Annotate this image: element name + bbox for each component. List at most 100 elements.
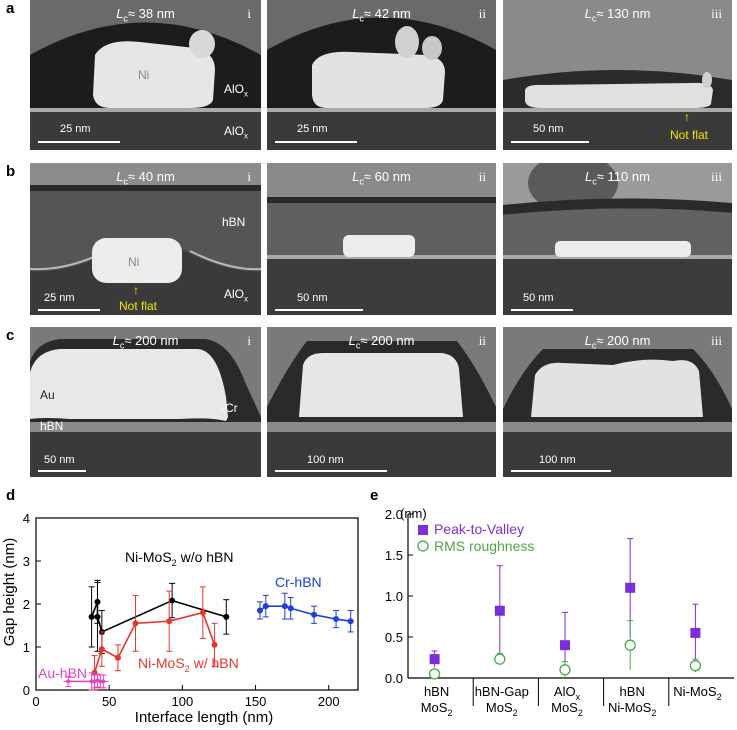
lc-label: Lc≈ 200 nm xyxy=(584,333,651,351)
scale-bar-text: 50 nm xyxy=(523,292,554,304)
x-tick-label: 150 xyxy=(245,694,267,709)
scale-bar xyxy=(275,470,387,472)
legend-ni-mos2-without-hbn: Ni-MoS2 w/o hBN xyxy=(125,549,234,568)
panel-label-c: c xyxy=(6,327,15,344)
x-tick-label: 50 xyxy=(102,694,116,709)
legend-cr-hbn: Cr-hBN xyxy=(275,574,322,590)
scale-bar xyxy=(38,309,100,311)
y-tick-label: 3 xyxy=(23,554,30,569)
data-point xyxy=(132,620,139,627)
y-tick-label: 1.0 xyxy=(385,589,403,604)
scale-bar-text: 50 nm xyxy=(533,123,564,135)
tem-image-c-ii: Lc≈ 200 nm ii 100 nm xyxy=(267,327,496,477)
x-tick-label: 100 xyxy=(172,694,194,709)
lc-label: Lc≈ 38 nm xyxy=(116,6,175,24)
panel-label-e: e xyxy=(370,487,379,504)
scale-bar-text: 50 nm xyxy=(44,454,75,466)
data-point xyxy=(211,641,218,648)
roughness-chart: 0.00.51.01.52.0hBNMoS2hBN-GapMoS2AlOxMoS… xyxy=(385,506,734,718)
lc-label: Lc≈ 200 nm xyxy=(348,333,415,351)
data-point xyxy=(262,603,269,610)
layer-label-alox: AlOx xyxy=(224,287,249,304)
tem-image-b-iii: Lc≈ 110 nm iii 50 nm xyxy=(503,163,732,315)
data-point xyxy=(98,646,105,653)
legend-marker-peak-to-valley xyxy=(418,525,428,535)
data-point xyxy=(66,679,71,684)
y-tick-label: 2.0 xyxy=(385,507,403,522)
y-axis-label: Gap height (nm) xyxy=(1,538,18,646)
data-point xyxy=(494,653,506,665)
lc-label: Lc≈ 130 nm xyxy=(584,6,651,24)
tem-image-a-ii: Lc≈ 42 nm ii 25 nm xyxy=(267,0,496,150)
not-flat-annotation: Not flat xyxy=(118,299,157,313)
category-label: Ni-MoS2 xyxy=(608,700,656,718)
scale-bar-text: 50 nm xyxy=(297,292,328,304)
arrow-up-icon: ↑ xyxy=(133,283,139,297)
not-flat-annotation: Not flat xyxy=(669,128,708,142)
data-point xyxy=(625,582,636,593)
tem-image-b-i: Lc≈ 40 nm i hBN Ni AlOx 25 nm ↑ Not flat xyxy=(30,163,261,315)
subpanel-roman: ii xyxy=(478,169,486,184)
data-point xyxy=(94,613,101,620)
legend-peak-to-valley: Peak-to-Valley xyxy=(434,521,524,537)
category-label: hBN xyxy=(424,684,449,699)
lc-label: Lc≈ 42 nm xyxy=(352,6,411,24)
data-point xyxy=(88,613,95,620)
category-label: AlOx xyxy=(554,684,581,702)
subpanel-roman: iii xyxy=(711,6,722,21)
data-point xyxy=(690,627,701,638)
scale-bar xyxy=(38,141,120,143)
y-tick-label: 0.5 xyxy=(385,630,403,645)
data-point xyxy=(494,605,505,616)
tem-image-a-i: Lc≈ 38 nm i Ni AlOx AlOx 25 nm xyxy=(30,0,261,150)
panel-label-b: b xyxy=(6,163,16,180)
data-point xyxy=(199,609,206,616)
layer-label-cr: -Cr xyxy=(221,401,238,415)
tem-image-c-iii: Lc≈ 200 nm iii 100 nm xyxy=(503,327,732,477)
data-point xyxy=(333,616,340,623)
data-point xyxy=(114,654,121,661)
panel-label-d: d xyxy=(6,487,16,504)
metal-label-ni: Ni xyxy=(138,68,150,82)
data-point xyxy=(429,654,440,665)
data-point xyxy=(166,618,173,625)
layer-label-hbn: hBN xyxy=(222,215,246,229)
lc-label: Lc≈ 110 nm xyxy=(585,169,650,187)
scale-bar-text: 25 nm xyxy=(297,123,328,135)
lc-label: Lc≈ 60 nm xyxy=(352,169,411,187)
data-point xyxy=(347,618,354,625)
category-label: hBN-Gap xyxy=(475,684,529,699)
scale-bar xyxy=(275,141,357,143)
category-label: hBN xyxy=(620,684,645,699)
data-point xyxy=(256,607,263,614)
metal-label-au: Au xyxy=(40,388,55,402)
legend-marker-rms xyxy=(417,540,429,552)
y-tick-label: 2 xyxy=(23,597,30,612)
y-tick-label: 4 xyxy=(23,511,30,526)
scale-bar-text: 100 nm xyxy=(539,454,576,466)
series-line xyxy=(90,599,227,634)
y-tick-label: 0.0 xyxy=(385,671,403,686)
legend-au-hbn: Au-hBN xyxy=(38,665,87,681)
data-point xyxy=(624,639,636,651)
metal-label-ni: Ni xyxy=(128,255,140,269)
x-tick-label: 200 xyxy=(318,694,340,709)
data-point xyxy=(428,668,441,680)
data-point xyxy=(560,640,570,651)
layer-label-alox-top: AlOx xyxy=(224,82,249,99)
subpanel-roman: i xyxy=(247,169,251,184)
layer-label-alox-bottom: AlOx xyxy=(224,124,249,141)
scale-bar-text: 25 nm xyxy=(60,123,91,135)
data-point xyxy=(223,613,230,620)
category-label: MoS2 xyxy=(551,700,583,718)
scale-bar-text: 100 nm xyxy=(307,454,344,466)
subpanel-roman: i xyxy=(247,6,251,21)
subpanel-roman: iii xyxy=(711,169,722,184)
layer-label-hbn: hBN xyxy=(40,419,64,433)
scale-bar xyxy=(511,470,611,472)
legend-ni-mos2-with-hbn: Ni-MoS2 w/ hBN xyxy=(138,655,239,674)
panel-label-a: a xyxy=(6,0,15,17)
lc-label: Lc≈ 40 nm xyxy=(116,169,175,187)
data-point xyxy=(287,605,294,612)
